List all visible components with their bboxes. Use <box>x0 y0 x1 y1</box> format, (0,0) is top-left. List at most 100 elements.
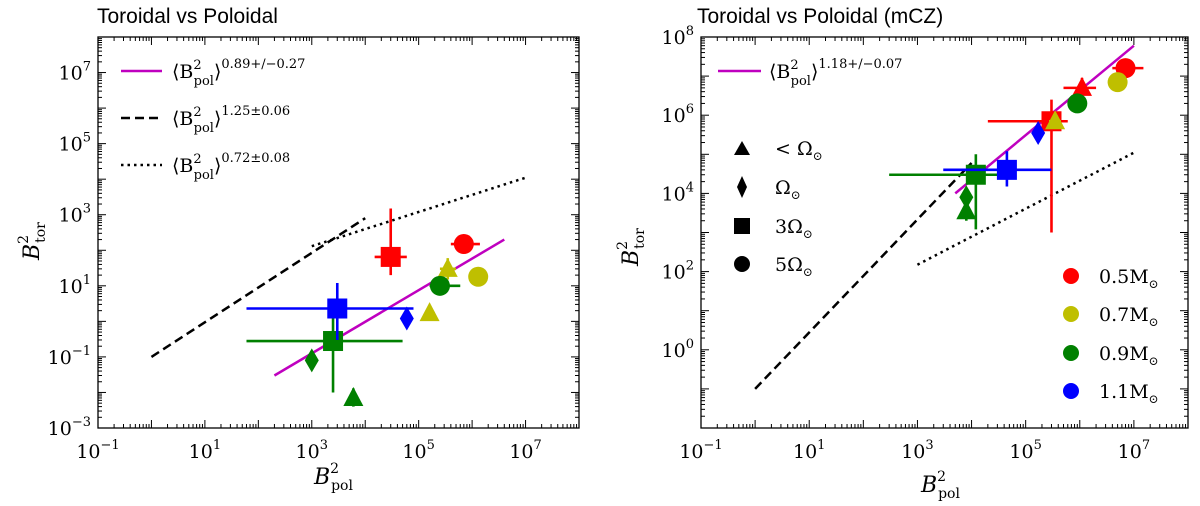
marker-circle <box>1107 72 1128 93</box>
y-tick-label: 105 <box>59 131 91 156</box>
legend-label-1.1: 1.1M⊙ <box>1099 381 1159 406</box>
marker-square <box>996 159 1017 180</box>
chart-left: Toroidal vs Poloidal 10−1 101 103 105 107 10−… <box>16 5 580 494</box>
legend-color-1.1 <box>1063 383 1079 399</box>
marker-diamond <box>1031 121 1046 146</box>
marker-square <box>323 331 344 352</box>
legend-marker-diamond <box>737 176 747 198</box>
y-tick-label: 100 <box>662 337 694 362</box>
data-point-1.1-square <box>246 283 414 340</box>
y-tick-label: 104 <box>662 180 694 205</box>
marker-diamond <box>304 348 319 373</box>
marker-triangle <box>956 200 977 220</box>
legend-color-0.5 <box>1063 268 1079 284</box>
data-point-0.9-triangle <box>343 386 364 407</box>
chart-right-shape-legend: < Ω⊙ Ω⊙ 3Ω⊙ 5Ω⊙ <box>734 138 823 279</box>
legend-label-circle: 5Ω⊙ <box>775 254 813 279</box>
data-point-0.9-square <box>246 310 403 393</box>
x-tick-label: 101 <box>189 438 221 463</box>
chart-right-fit-dashed <box>754 162 973 390</box>
chart-left-xlabel: B2 pol <box>313 461 353 494</box>
data-point-0.9-square <box>889 154 1005 230</box>
y-tick-label: 10−3 <box>48 415 91 440</box>
chart-left-ylabel: B2tor <box>16 222 49 261</box>
legend-label-triangle: < Ω⊙ <box>775 138 823 163</box>
chart-right-xlabel: B2 pol <box>920 469 960 502</box>
legend-label-solid: ⟨B2 pol⟩1.18+/−0.07 <box>769 57 902 89</box>
legend-label-0.9: 0.9M⊙ <box>1099 343 1159 368</box>
chart-left-fit-dashed <box>150 217 366 358</box>
data-point-0.5-circle <box>450 234 480 255</box>
chart-left-fit-dotted <box>311 176 526 248</box>
marker-diamond <box>959 185 974 210</box>
data-point-0.9-circle <box>429 275 461 296</box>
chart-right-mass-legend: 0.5M⊙ 0.7M⊙ 0.9M⊙ 1.1M⊙ <box>1063 266 1159 406</box>
legend-marker-circle <box>734 256 750 272</box>
legend-label-square: 3Ω⊙ <box>775 216 813 241</box>
chart-left-points <box>246 208 489 407</box>
marker-circle <box>468 266 489 287</box>
y-tick-label: 102 <box>662 259 694 284</box>
chart-right-ticks: 10−1 101 103 105 107 100 102 104 106 108 <box>662 24 1189 463</box>
x-tick-label: 10−1 <box>76 438 119 463</box>
x-tick-label: 10−1 <box>679 438 722 463</box>
chart-right-points <box>889 58 1144 233</box>
data-point-0.9-circle <box>1067 93 1088 114</box>
marker-triangle <box>343 386 364 406</box>
data-point-0.7-circle <box>468 266 489 287</box>
chart-left-title: Toroidal vs Poloidal <box>97 5 278 28</box>
data-point-0.9-diamond <box>304 348 319 373</box>
data-point-0.7-triangle <box>419 302 440 322</box>
marker-triangle <box>1072 76 1093 96</box>
legend-label-dotted: ⟨B2 pol⟩0.72±0.08 <box>172 151 290 183</box>
data-point-1.1-square <box>943 151 1052 187</box>
legend-label-diamond: Ω⊙ <box>775 177 801 202</box>
chart-right: Toroidal vs Poloidal (mCZ) 10−1 101 103 105… <box>615 5 1189 502</box>
marker-triangle <box>437 257 458 277</box>
y-tick-label: 106 <box>662 102 694 127</box>
data-point-1.1-diamond <box>1031 121 1046 146</box>
chart-right-fit-dotted <box>916 151 1135 266</box>
marker-triangle <box>419 302 440 322</box>
marker-circle <box>429 275 450 296</box>
chart-right-fit-legend: ⟨B2 pol⟩1.18+/−0.07 <box>718 57 902 89</box>
x-tick-label: 101 <box>793 438 825 463</box>
x-tick-label: 107 <box>509 438 541 463</box>
data-point-0.9-diamond <box>959 185 974 210</box>
legend-color-0.7 <box>1063 306 1079 322</box>
marker-square <box>327 298 348 319</box>
chart-right-title: Toroidal vs Poloidal (mCZ) <box>697 5 943 28</box>
marker-square <box>380 246 401 267</box>
y-tick-label: 101 <box>59 273 91 298</box>
legend-label-dashed: ⟨B2 pol⟩1.25±0.06 <box>172 104 290 136</box>
data-point-0.7-triangle <box>437 257 458 280</box>
x-tick-label: 103 <box>296 438 328 463</box>
chart-left-legend: ⟨B2 pol⟩0.89+/−0.27 ⟨B2 pol⟩1.25±0.06 ⟨B2 p… <box>121 57 305 183</box>
data-point-0.5-square <box>374 208 407 276</box>
x-tick-label: 103 <box>901 438 933 463</box>
legend-marker-square <box>734 218 750 234</box>
x-tick-label: 107 <box>1118 438 1150 463</box>
y-tick-label: 107 <box>59 60 91 85</box>
legend-label-solid: ⟨B2 pol⟩0.89+/−0.27 <box>172 57 305 89</box>
marker-square <box>965 164 986 185</box>
chart-left-frame <box>97 36 580 429</box>
legend-marker-triangle <box>734 141 750 155</box>
x-tick-label: 105 <box>402 438 434 463</box>
y-tick-label: 108 <box>662 24 694 49</box>
data-point-0.7-circle <box>1107 72 1128 93</box>
legend-label-0.5: 0.5M⊙ <box>1099 266 1159 291</box>
y-tick-label: 10−1 <box>48 344 91 369</box>
x-tick-label: 105 <box>1009 438 1041 463</box>
marker-triangle <box>1045 110 1066 130</box>
y-tick-label: 103 <box>59 202 91 227</box>
marker-diamond <box>399 306 414 331</box>
data-point-1.1-diamond <box>399 306 414 331</box>
marker-circle <box>1067 93 1088 114</box>
legend-color-0.9 <box>1063 345 1079 361</box>
marker-circle <box>453 234 474 255</box>
chart-right-ylabel: B2tor <box>615 228 648 267</box>
data-point-0.7-triangle <box>1045 110 1066 130</box>
